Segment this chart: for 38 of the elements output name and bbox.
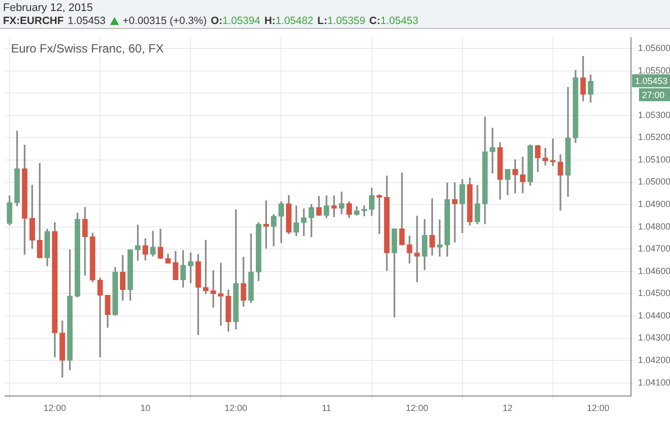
- y-tick-label: 1.05000: [638, 176, 670, 187]
- y-tick-label: 1.05200: [638, 132, 670, 142]
- text: +0.00315 (+0.3%): [122, 15, 207, 27]
- x-tick-label: 12:00: [406, 403, 428, 414]
- y-tick-label: 1.05100: [638, 154, 670, 164]
- x-tick-label: 11: [322, 403, 332, 414]
- text: H:1.05482: [264, 15, 314, 27]
- text: 27:00: [642, 90, 665, 100]
- y-tick-label: 1.04700: [638, 244, 670, 254]
- chart-title: FX:EURCHF: [3, 15, 64, 27]
- annotation: Euro Fx/Swiss Franc, 60, FX: [11, 42, 164, 56]
- y-tick-label: 1.05300: [638, 110, 670, 120]
- x-tick-label: 12:00: [586, 403, 610, 414]
- y-tick-label: 1.04600: [638, 266, 670, 276]
- y-tick-label: 1.04400: [638, 310, 670, 320]
- y-tick-label: 1.05600: [638, 43, 670, 54]
- candlestick: [331, 196, 337, 218]
- text: C:1.05453: [369, 15, 418, 27]
- y-tick-label: 1.04500: [638, 288, 670, 298]
- annotation: 1.05453: [635, 76, 668, 86]
- candlestick: [399, 172, 405, 246]
- x-tick-label: 10: [140, 403, 150, 414]
- y-tick-label: 1.05500: [638, 65, 670, 76]
- x-tick-label: 12: [502, 403, 513, 414]
- chart-subtitle: February 12, 2015: [3, 2, 93, 14]
- x-tick-label: 12:00: [44, 403, 66, 414]
- candlestick: [490, 128, 496, 174]
- y-tick-label: 1.04100: [638, 377, 670, 388]
- y-tick-label: 1.04200: [638, 355, 670, 366]
- y-tick-label: 1.04900: [638, 199, 670, 210]
- text: 1.05453: [68, 15, 106, 27]
- y-tick-label: 1.04300: [638, 332, 670, 343]
- y-tick-label: 1.04800: [638, 221, 670, 232]
- x-tick-label: 12:00: [224, 403, 248, 414]
- text: L:1.05359: [317, 15, 366, 27]
- text: O:1.05394: [210, 15, 260, 27]
- candlestick: [558, 154, 564, 210]
- candlestick: [414, 216, 420, 282]
